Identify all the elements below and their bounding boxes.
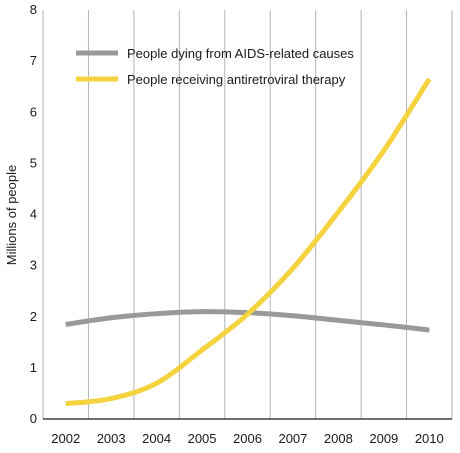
x-tick-label: 2005 (188, 431, 217, 446)
legend-label: People dying from AIDS-related causes (127, 46, 354, 61)
y-tick-label: 5 (30, 155, 37, 170)
y-axis-title: Millions of people (4, 165, 19, 265)
legend-label: People receiving antiretroviral therapy (127, 72, 346, 87)
y-tick-label: 8 (30, 2, 37, 17)
y-tick-label: 3 (30, 258, 37, 273)
x-tick-label: 2008 (324, 431, 353, 446)
x-tick-label: 2007 (278, 431, 307, 446)
x-tick-label: 2006 (233, 431, 262, 446)
x-tick-label: 2004 (142, 431, 171, 446)
x-tick-label: 2003 (97, 431, 126, 446)
y-tick-label: 7 (30, 53, 37, 68)
axes: 0 1 2 3 4 5 6 7 8 2002 2003 2004 2005 2006 2007 2008 200… (30, 2, 452, 446)
x-tick-label: 2009 (369, 431, 398, 446)
legend: People dying from AIDS-related causes Peo… (76, 46, 354, 87)
y-tick-label: 2 (30, 309, 37, 324)
y-tick-label: 0 (30, 411, 37, 426)
series-line-2 (65, 77, 432, 407)
y-tick-label: 6 (30, 104, 37, 119)
y-tick-label: 1 (30, 360, 37, 375)
series-lines (65, 77, 432, 407)
x-tick-label: 2002 (51, 431, 80, 446)
y-tick-label: 4 (30, 207, 37, 222)
x-tick-label: 2010 (415, 431, 444, 446)
